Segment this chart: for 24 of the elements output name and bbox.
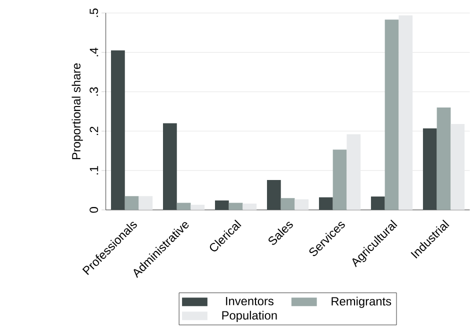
y-tick-label: .2 [90, 126, 98, 135]
bar [176, 202, 191, 210]
y-tick-label: .1 [90, 166, 98, 174]
bar [214, 200, 229, 210]
bar [163, 123, 177, 210]
legend-label: Inventors [226, 296, 274, 306]
y-tick-label: .4 [90, 48, 98, 56]
y-tick-label: .5 [90, 8, 98, 17]
bar [370, 196, 385, 210]
bar [332, 150, 347, 210]
y-tick-label: 0 [90, 207, 98, 213]
legend-label: Population [222, 310, 277, 322]
bar [111, 50, 125, 210]
bar [318, 197, 333, 210]
bar [384, 20, 399, 210]
bar [280, 198, 295, 210]
y-axis-title: Proportional share [72, 63, 83, 160]
bar [422, 128, 437, 210]
bar [436, 107, 451, 210]
legend-label: Remigrants [332, 296, 392, 308]
bar [124, 196, 139, 210]
bar [228, 202, 243, 210]
bar [266, 180, 281, 210]
y-tick-label: .3 [90, 87, 98, 96]
